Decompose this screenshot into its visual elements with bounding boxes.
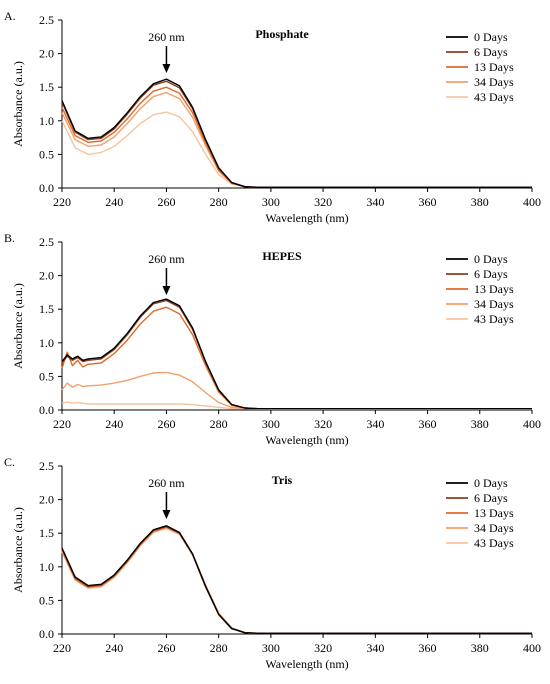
legend-label-4: 43 Days [474,90,514,104]
series-line-4 [61,111,532,188]
legend-label-3: 34 Days [474,521,514,535]
x-tick-label: 360 [419,417,437,431]
peak-annotation-label: 260 nm [148,476,185,490]
x-tick-label: 280 [210,417,228,431]
x-tick-label: 240 [105,641,123,655]
x-tick-label: 360 [419,195,437,209]
y-tick-label: 1.5 [39,526,54,540]
peak-annotation-arrowhead-icon [162,510,171,519]
x-tick-label: 280 [210,195,228,209]
chart-panel-0: A. 0.0 0.5 1.0 1.5 2.0 2.5 220 240 260 280 300 320 34… [4,9,541,225]
x-tick-label: 360 [419,641,437,655]
x-tick-label: 240 [105,417,123,431]
legend-label-1: 6 Days [474,267,508,281]
y-tick-label: 2.5 [39,235,54,249]
x-tick-label: 220 [53,417,71,431]
x-axis-title: Wavelength (nm) [265,657,348,671]
panel-label: A. [4,9,16,23]
x-tick-label: 340 [366,641,384,655]
x-tick-label: 340 [366,195,384,209]
peak-annotation-arrowhead-icon [162,64,171,73]
series-line-2 [61,86,532,188]
x-tick-label: 280 [210,641,228,655]
x-axis-title: Wavelength (nm) [265,433,348,447]
legend-label-0: 0 Days [474,30,508,44]
x-tick-label: 240 [105,195,123,209]
y-tick-label: 2.5 [39,459,54,473]
panel-label: B. [4,231,15,245]
y-tick-label: 1.0 [39,114,54,128]
x-tick-label: 400 [523,195,541,209]
y-tick-label: 1.5 [39,80,54,94]
chart-panel-2: C. 0.0 0.5 1.0 1.5 2.0 2.5 220 240 260 280 300 320 34… [4,455,541,671]
y-tick-label: 0.5 [39,593,54,607]
x-tick-label: 300 [262,195,280,209]
series-line-4 [61,527,532,634]
series-line-3 [61,371,532,410]
series-line-0 [61,298,532,410]
legend-label-0: 0 Days [474,252,508,266]
legend-label-2: 13 Days [474,60,514,74]
legend-label-3: 34 Days [474,75,514,89]
peak-annotation-label: 260 nm [148,252,185,266]
x-tick-label: 260 [157,417,175,431]
x-tick-label: 260 [157,641,175,655]
x-axis-title: Wavelength (nm) [265,211,348,225]
x-tick-label: 400 [523,417,541,431]
panel-title: Phosphate [255,27,309,41]
x-tick-label: 300 [262,641,280,655]
y-tick-label: 1.5 [39,302,54,316]
y-tick-label: 2.5 [39,13,54,27]
panel-label: C. [4,455,15,469]
y-tick-label: 1.0 [39,336,54,350]
y-axis-title: Absorbance (a.u.) [11,283,25,369]
panel-title: Tris [272,473,293,487]
x-tick-label: 380 [471,641,489,655]
x-tick-label: 320 [314,641,332,655]
legend-label-1: 6 Days [474,45,508,59]
peak-annotation-label: 260 nm [148,30,185,44]
legend-label-3: 34 Days [474,297,514,311]
legend-label-4: 43 Days [474,536,514,550]
legend-label-2: 13 Days [474,506,514,520]
x-tick-label: 340 [366,417,384,431]
series-line-1 [61,299,532,410]
y-tick-label: 0.0 [39,403,54,417]
x-tick-label: 220 [53,641,71,655]
x-tick-label: 400 [523,641,541,655]
y-tick-label: 0.0 [39,627,54,641]
y-tick-label: 2.0 [39,269,54,283]
x-tick-label: 380 [471,195,489,209]
legend-label-4: 43 Days [474,312,514,326]
y-tick-label: 0.0 [39,181,54,195]
series-line-2 [61,306,532,410]
series-line-0 [61,525,532,634]
legend-label-0: 0 Days [474,476,508,490]
x-tick-label: 220 [53,195,71,209]
x-tick-label: 260 [157,195,175,209]
y-tick-label: 0.5 [39,147,54,161]
y-tick-label: 2.0 [39,47,54,61]
series-line-0 [61,78,532,188]
y-axis-title: Absorbance (a.u.) [11,507,25,593]
chart-panel-1: B. 0.0 0.5 1.0 1.5 2.0 2.5 220 240 260 280 300 320 34… [4,231,541,447]
y-tick-label: 1.0 [39,560,54,574]
legend-label-1: 6 Days [474,491,508,505]
y-tick-label: 0.5 [39,369,54,383]
x-tick-label: 320 [314,195,332,209]
x-tick-label: 380 [471,417,489,431]
peak-annotation-arrowhead-icon [162,286,171,295]
y-axis-title: Absorbance (a.u.) [11,61,25,147]
y-tick-label: 2.0 [39,493,54,507]
legend-label-2: 13 Days [474,282,514,296]
x-tick-label: 300 [262,417,280,431]
x-tick-label: 320 [314,417,332,431]
panel-title: HEPES [262,249,302,263]
